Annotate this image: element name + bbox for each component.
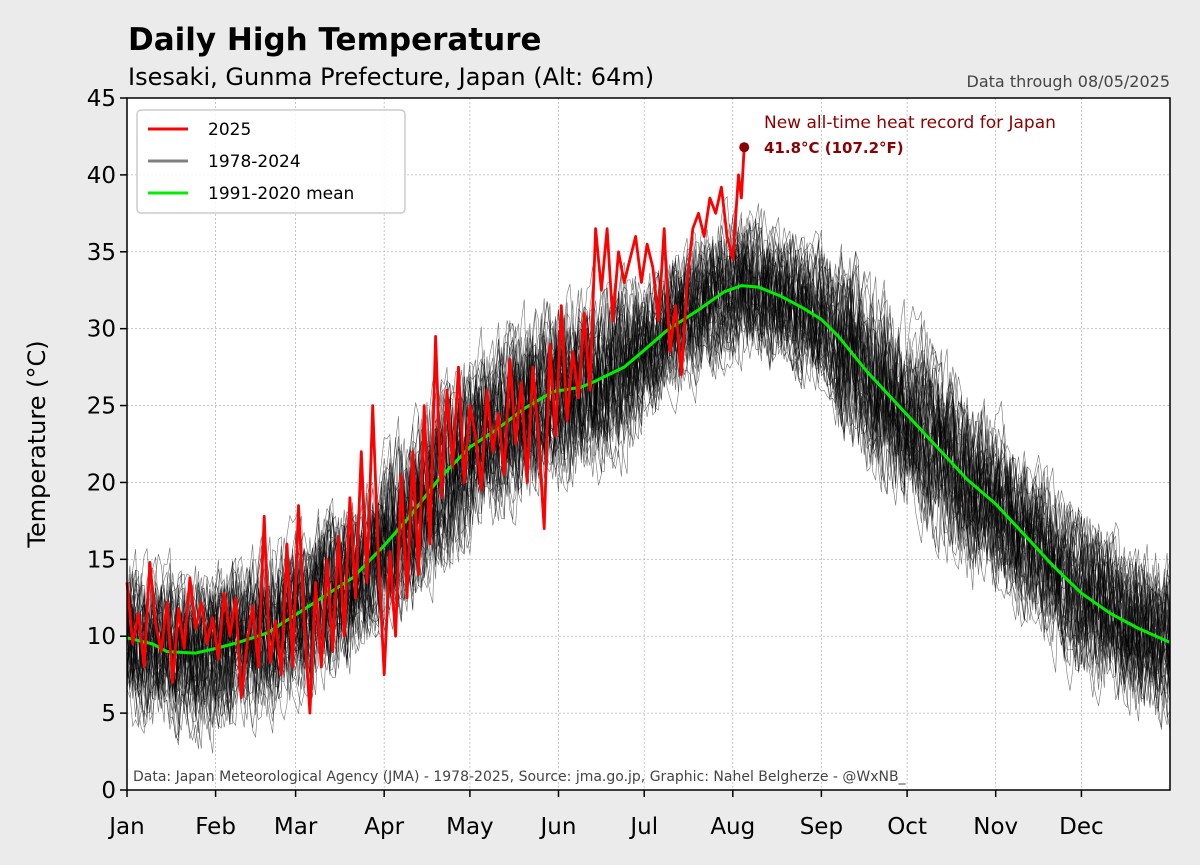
historical-series-1978-2024 <box>126 195 1171 754</box>
y-tick-label-9: 45 <box>87 86 116 112</box>
plot-frame <box>126 97 1171 791</box>
annotation-line2: 41.8°C (107.2°F) <box>764 139 904 157</box>
y-tick-label-6: 30 <box>87 317 116 343</box>
x-tick-label-apr: Apr <box>364 814 404 840</box>
x-tick-label-oct: Oct <box>887 814 927 840</box>
x-tick-label-jan: Jan <box>107 814 144 840</box>
record-point <box>739 142 750 153</box>
historical-year-trace <box>126 233 1171 715</box>
legend-box <box>136 109 406 214</box>
x-tick-label-dec: Dec <box>1059 814 1104 840</box>
y-tick-label-4: 20 <box>87 470 116 496</box>
y-tick-label-5: 25 <box>87 394 116 420</box>
series-layer <box>125 147 1171 715</box>
x-tick-label-jul: Jul <box>628 814 658 840</box>
x-tick-label-aug: Aug <box>710 814 755 840</box>
y-axis: 0 5 10 15 20 25 30 35 40 45 <box>87 86 127 804</box>
y-axis-label: Temperature (°C) <box>23 340 51 548</box>
series-line-1991-2020-mean <box>126 284 1171 655</box>
series-line-2025 <box>125 147 746 715</box>
record-annotation: New all-time heat record for Japan 41.8°… <box>739 113 1056 157</box>
x-tick-label-may: May <box>446 814 494 840</box>
y-tick-label-2: 10 <box>87 624 116 650</box>
y-tick-label-8: 40 <box>87 163 116 189</box>
legend-label-0: 2025 <box>208 120 251 140</box>
y-tick-label-3: 15 <box>87 547 116 573</box>
x-tick-label-feb: Feb <box>195 814 236 840</box>
x-axis: Jan Feb Mar Apr May Jun Jul Aug Sep Oct Nov Dec <box>107 790 1104 840</box>
historical-year-trace <box>126 230 1171 719</box>
x-tick-label-nov: Nov <box>973 814 1018 840</box>
legend-label-1: 1978-2024 <box>208 152 301 172</box>
x-tick-label-mar: Mar <box>274 814 318 840</box>
x-tick-label-sep: Sep <box>800 814 843 840</box>
historical-year-trace <box>126 203 1171 707</box>
y-tick-label-7: 35 <box>87 240 116 266</box>
chart-subtitle: Isesaki, Gunma Prefecture, Japan (Alt: 6… <box>128 63 654 91</box>
y-tick-label-1: 5 <box>101 701 116 727</box>
data-through-label: Data through 08/05/2025 <box>967 72 1170 91</box>
legend: 2025 1978-2024 1991-2020 mean <box>136 109 406 214</box>
credit-text: Data: Japan Meteorological Agency (JMA) … <box>133 769 907 785</box>
annotation-line1: New all-time heat record for Japan <box>764 113 1056 133</box>
y-tick-label-0: 0 <box>101 778 116 804</box>
legend-label-2: 1991-2020 mean <box>208 184 354 204</box>
chart-title: Daily High Temperature <box>128 22 542 58</box>
x-tick-label-jun: Jun <box>539 814 577 840</box>
historical-year-trace <box>126 225 1171 738</box>
historical-year-trace <box>126 222 1171 728</box>
historical-year-trace <box>126 223 1171 703</box>
